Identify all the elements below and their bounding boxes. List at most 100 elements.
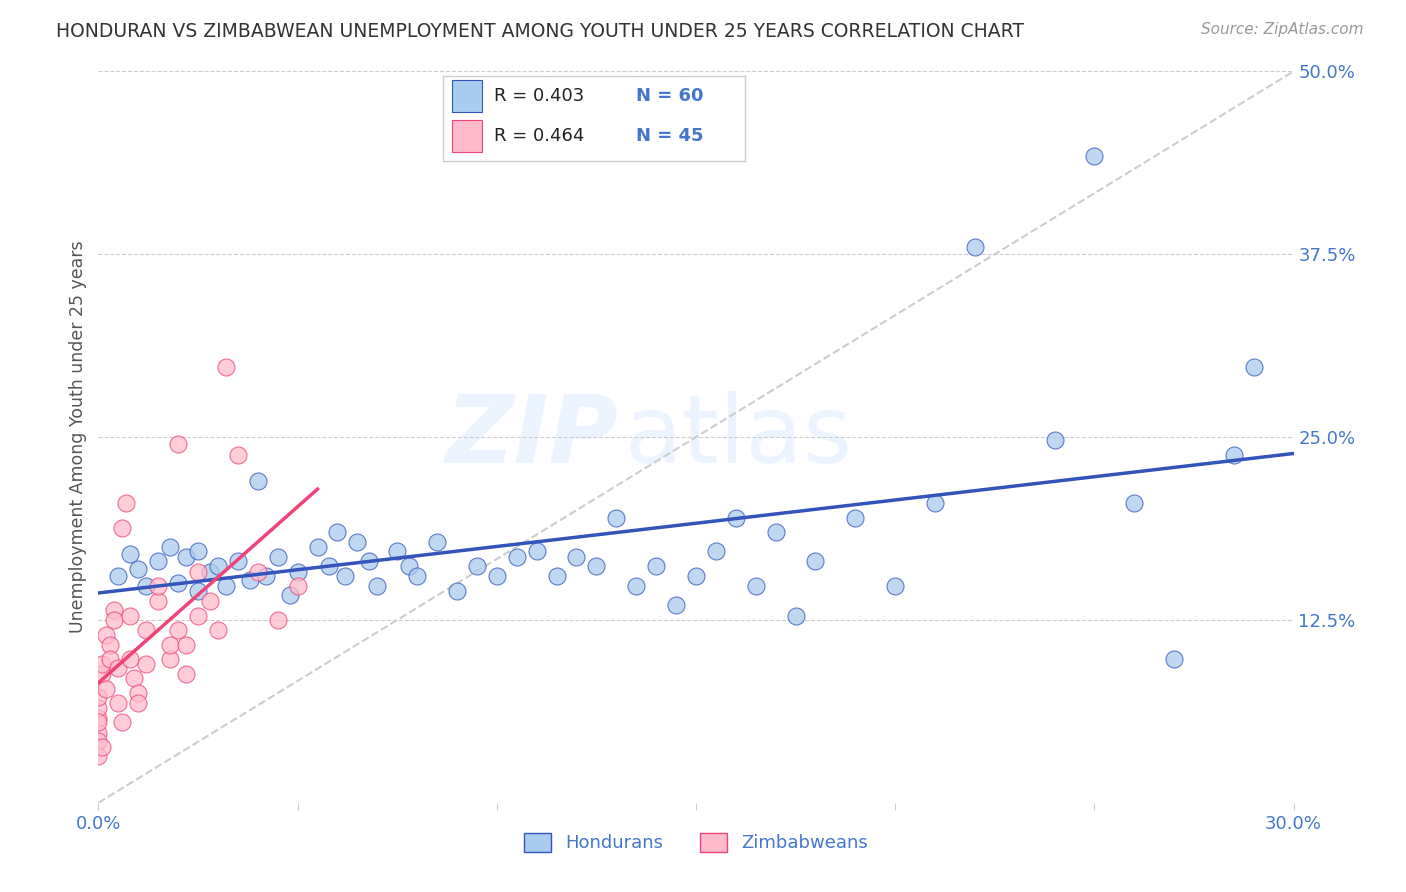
Point — [246, 565, 269, 579]
Y-axis label: Unemployment Among Youth under 25 years: Unemployment Among Youth under 25 years — [69, 241, 87, 633]
Point — [526, 544, 548, 558]
Point — [127, 696, 149, 710]
Point — [96, 627, 118, 641]
Point — [187, 565, 209, 579]
Point — [385, 544, 409, 558]
Point — [107, 569, 129, 583]
Point — [278, 588, 301, 602]
Point — [207, 623, 229, 637]
Point — [91, 740, 114, 755]
Point — [359, 554, 381, 568]
Point — [226, 448, 249, 462]
Point — [174, 638, 197, 652]
Point — [704, 544, 727, 558]
Text: HONDURAN VS ZIMBABWEAN UNEMPLOYMENT AMONG YOUTH UNDER 25 YEARS CORRELATION CHART: HONDURAN VS ZIMBABWEAN UNEMPLOYMENT AMON… — [56, 22, 1024, 41]
Text: R = 0.403: R = 0.403 — [495, 87, 585, 105]
Point — [1123, 496, 1146, 510]
Point — [96, 681, 118, 696]
Point — [1223, 448, 1246, 462]
Point — [148, 579, 170, 593]
Point — [605, 510, 627, 524]
Point — [187, 608, 209, 623]
Point — [98, 652, 122, 666]
Point — [87, 715, 110, 730]
Point — [127, 562, 149, 576]
Point — [326, 525, 349, 540]
Point — [645, 558, 668, 573]
Point — [506, 549, 529, 564]
Point — [318, 558, 340, 573]
Point — [135, 579, 157, 593]
Point — [120, 547, 142, 561]
Point — [87, 711, 110, 725]
Point — [187, 544, 209, 558]
Point — [174, 549, 197, 564]
Text: ZIP: ZIP — [446, 391, 619, 483]
Point — [91, 667, 114, 681]
Point — [626, 579, 648, 593]
Point — [565, 549, 588, 564]
Point — [546, 569, 568, 583]
Point — [665, 599, 688, 613]
Point — [187, 583, 209, 598]
Point — [215, 359, 238, 374]
Point — [87, 700, 110, 714]
Point — [1043, 433, 1066, 447]
Text: Source: ZipAtlas.com: Source: ZipAtlas.com — [1201, 22, 1364, 37]
Point — [159, 638, 181, 652]
Point — [426, 535, 449, 549]
Point — [307, 540, 329, 554]
Point — [226, 554, 249, 568]
Text: atlas: atlas — [624, 391, 852, 483]
Point — [246, 474, 269, 488]
Point — [115, 496, 138, 510]
Point — [135, 623, 157, 637]
Point — [198, 594, 221, 608]
Point — [406, 569, 429, 583]
Point — [465, 558, 488, 573]
Point — [267, 549, 290, 564]
Point — [120, 652, 142, 666]
Point — [207, 558, 229, 573]
Point — [884, 579, 907, 593]
Text: R = 0.464: R = 0.464 — [495, 127, 585, 145]
Point — [120, 608, 142, 623]
Point — [1243, 359, 1265, 374]
Point — [366, 579, 388, 593]
Point — [685, 569, 707, 583]
Point — [1083, 149, 1105, 163]
Point — [485, 569, 508, 583]
Point — [335, 569, 357, 583]
Point — [87, 749, 110, 764]
Point — [148, 554, 170, 568]
Point — [239, 574, 262, 588]
Point — [765, 525, 787, 540]
Bar — [451, 120, 482, 152]
Point — [924, 496, 946, 510]
Point — [287, 579, 309, 593]
Point — [103, 613, 125, 627]
Point — [198, 565, 221, 579]
Point — [111, 521, 134, 535]
Point — [148, 594, 170, 608]
Point — [159, 540, 181, 554]
Point — [254, 569, 277, 583]
Point — [287, 565, 309, 579]
Point — [87, 690, 110, 705]
Point — [785, 608, 807, 623]
Point — [159, 652, 181, 666]
Point — [103, 603, 125, 617]
Point — [167, 623, 190, 637]
Point — [844, 510, 866, 524]
Point — [585, 558, 607, 573]
Point — [107, 661, 129, 675]
Point — [745, 579, 768, 593]
Point — [87, 725, 110, 739]
Legend: Hondurans, Zimbabweans: Hondurans, Zimbabweans — [517, 826, 875, 860]
Text: N = 45: N = 45 — [637, 127, 704, 145]
Point — [167, 437, 190, 451]
Point — [174, 667, 197, 681]
Point — [346, 535, 368, 549]
Point — [124, 672, 146, 686]
Point — [135, 657, 157, 671]
